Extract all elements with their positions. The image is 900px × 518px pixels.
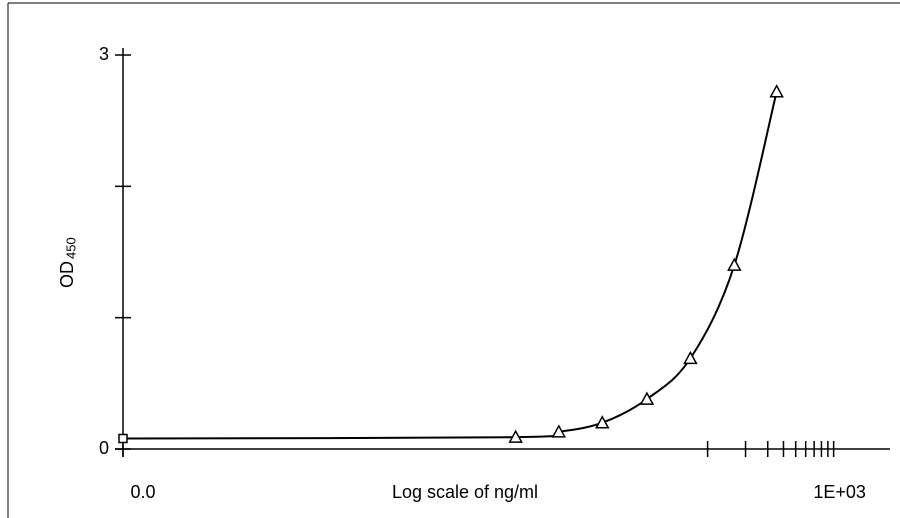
marker [551,424,567,438]
curve [122,91,778,440]
marker [118,433,128,444]
y-tick-label: 0 [99,438,109,458]
y-tick-label: 3 [99,44,109,64]
y-axis-label: OD [57,261,77,288]
x-tick-label: 1E+03 [813,482,866,502]
marker [639,391,655,405]
x-axis-label: Log scale of ng/ml [392,482,538,502]
marker [508,429,523,443]
marker [727,257,742,271]
marker [595,415,610,429]
x-tick-label: 0.0 [130,482,155,502]
y-axis-label-group: OD 450 [57,237,79,288]
marker [769,84,784,98]
marker [683,350,698,365]
y-axis-label-sub: 450 [63,237,78,259]
